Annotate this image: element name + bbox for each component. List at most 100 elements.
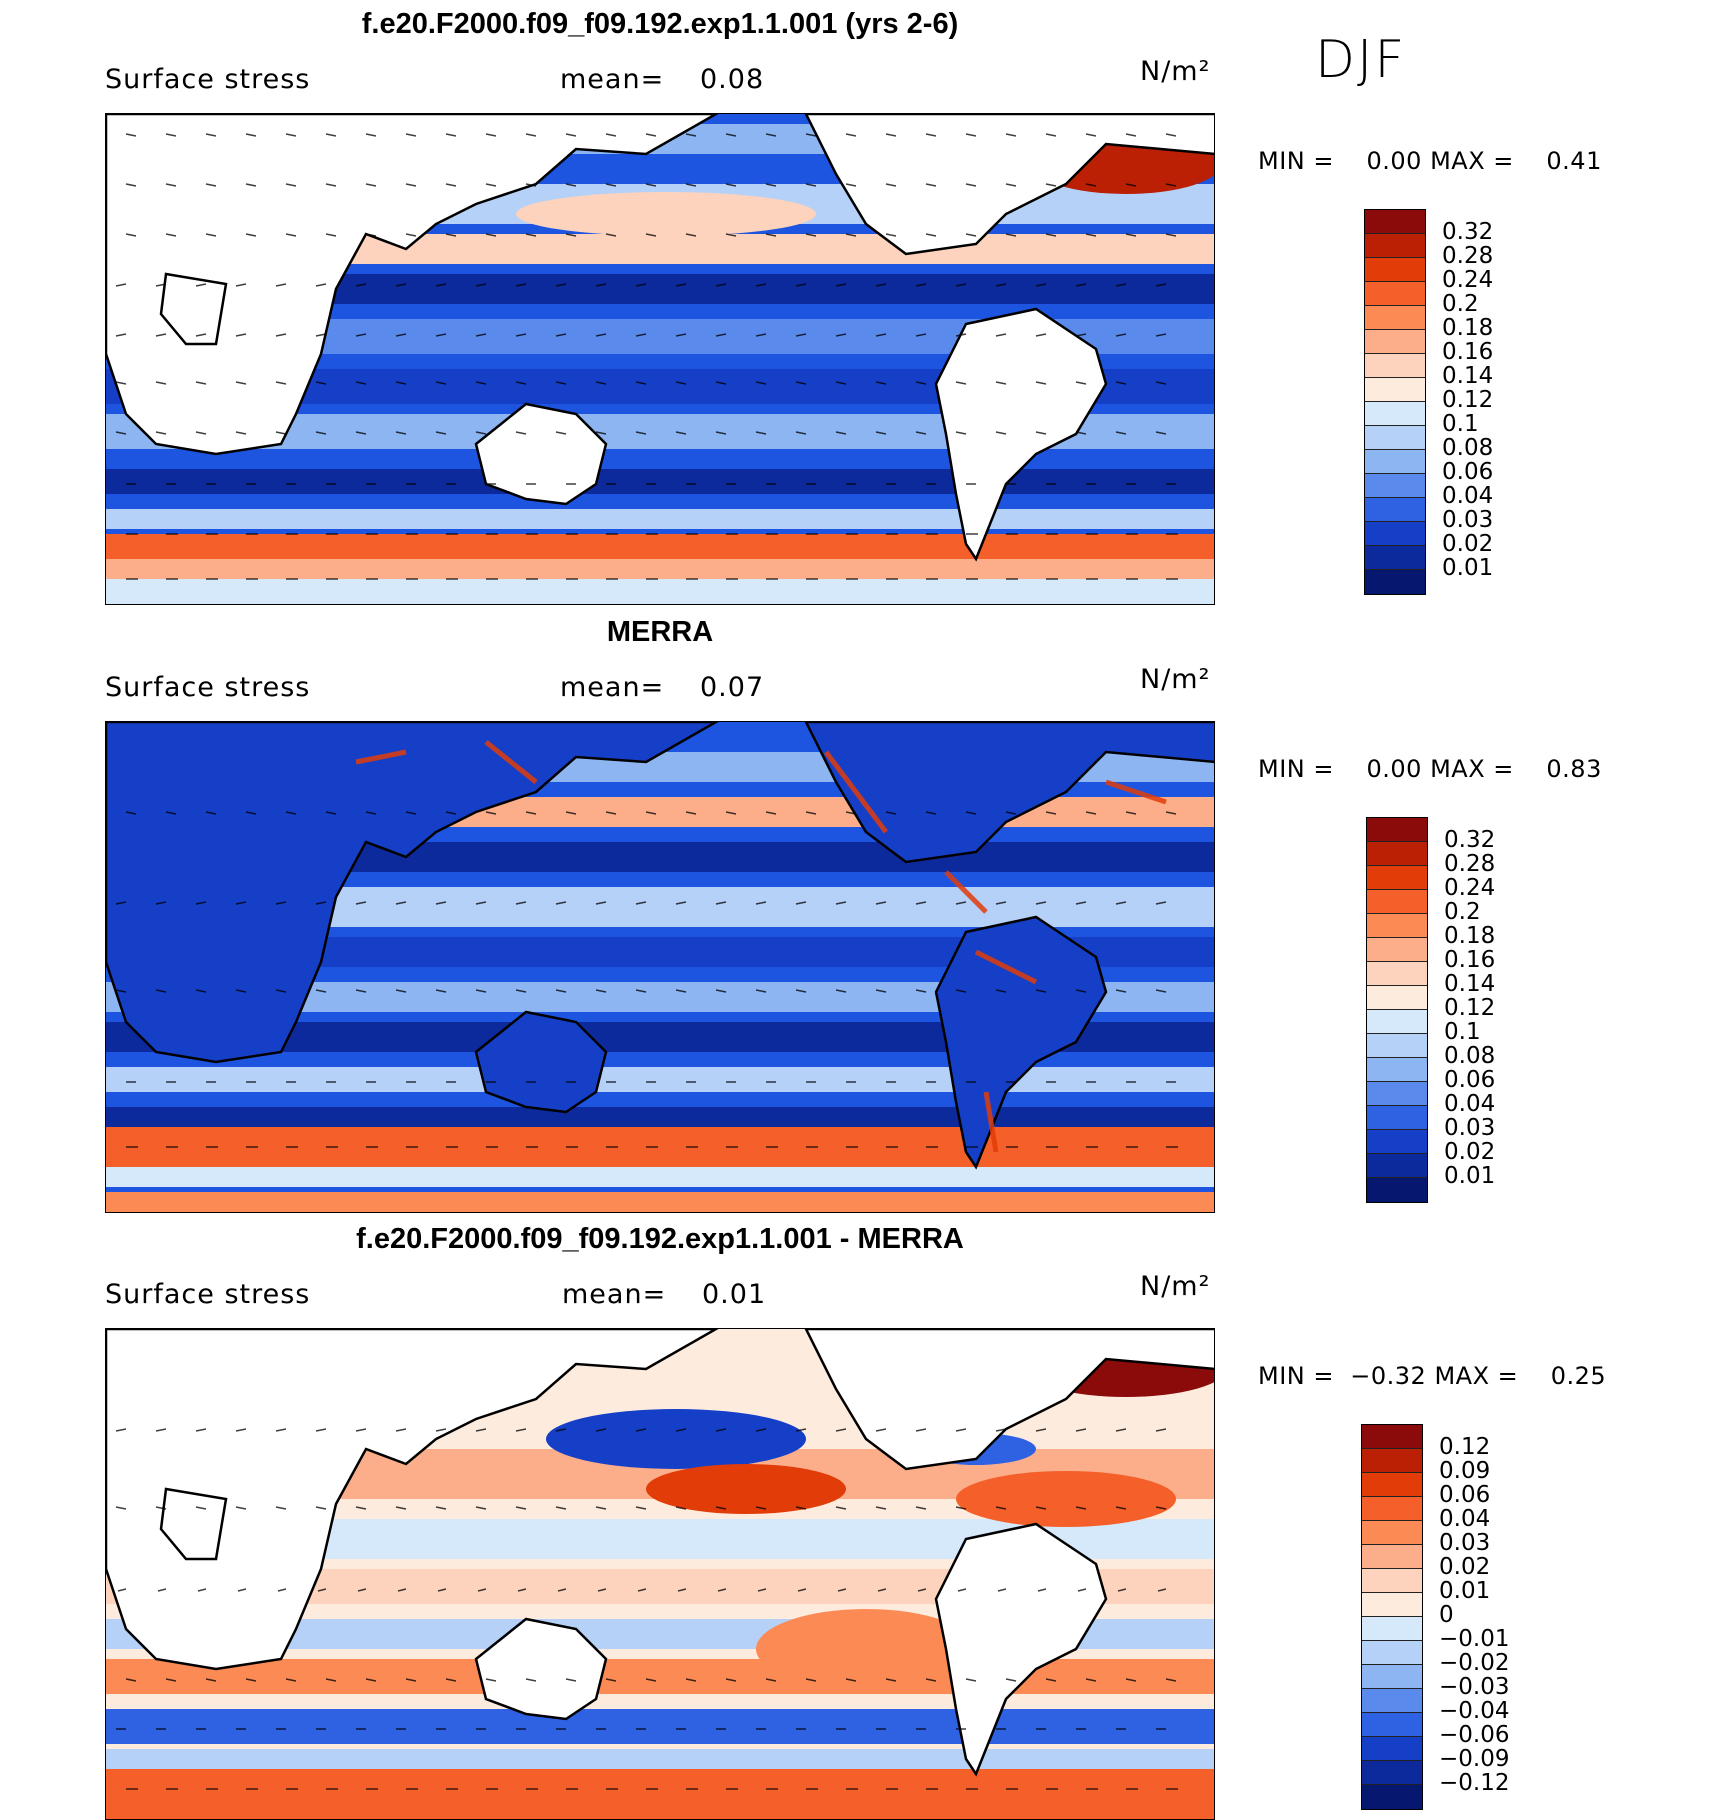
colorbar-swatch — [1365, 378, 1425, 402]
colorbar-swatch — [1367, 938, 1427, 962]
colorbar-swatch — [1367, 818, 1427, 842]
colorbar-swatch — [1365, 498, 1425, 522]
season-label: DJF — [1315, 30, 1407, 90]
colorbar-swatch — [1365, 258, 1425, 282]
map-model — [105, 113, 1215, 605]
colorbar-tick-label: 0.28 — [1442, 243, 1494, 269]
colorbar-swatch — [1367, 1154, 1427, 1178]
colorbar-swatch — [1367, 866, 1427, 890]
colorbar-tick-label: 0.32 — [1442, 219, 1494, 245]
colorbar-tick-label: 0.12 — [1439, 1434, 1491, 1460]
colorbar-swatch — [1367, 1034, 1427, 1058]
colorbar-swatch — [1367, 986, 1427, 1010]
colorbar-tick-label: 0.03 — [1442, 507, 1494, 533]
colorbar-model — [1364, 209, 1426, 595]
panel-title-diff: f.e20.F2000.f09_f09.192.exp1.1.001 - MER… — [356, 1223, 964, 1255]
mean-value-model: 0.08 — [700, 64, 765, 95]
colorbar-tick-label: 0.06 — [1444, 1067, 1496, 1093]
map-svg-diff — [106, 1329, 1214, 1819]
colorbar-tick-label: 0.14 — [1444, 971, 1496, 997]
colorbar-tick-label: 0.04 — [1442, 483, 1494, 509]
colorbar-swatch — [1367, 914, 1427, 938]
colorbar-tick-label: 0.12 — [1444, 995, 1496, 1021]
minmax-diff: MIN = −0.32 MAX = 0.25 — [1258, 1362, 1606, 1390]
colorbar-tick-label: −0.06 — [1439, 1722, 1510, 1748]
colorbar-swatch — [1362, 1761, 1422, 1785]
colorbar-tick-label: 0 — [1439, 1602, 1454, 1628]
colorbar-tick-label: 0.12 — [1442, 387, 1494, 413]
max-value-model: 0.41 — [1546, 147, 1602, 175]
colorbar-tick-label: 0.06 — [1439, 1482, 1491, 1508]
colorbar-tick-label: −0.01 — [1439, 1626, 1510, 1652]
map-obs — [105, 721, 1215, 1213]
panel-title-obs: MERRA — [606, 616, 714, 648]
colorbar-tick-label: −0.04 — [1439, 1698, 1510, 1724]
colorbar-tick-label: 0.03 — [1439, 1530, 1491, 1556]
colorbar-tick-label: 0.24 — [1444, 875, 1496, 901]
colorbar-tick-label: 0.28 — [1444, 851, 1496, 877]
colorbar-tick-label: 0.14 — [1442, 363, 1494, 389]
colorbar-obs — [1366, 817, 1428, 1203]
colorbar-swatch — [1362, 1713, 1422, 1737]
units-label-obs: N/m² — [1140, 664, 1211, 695]
max-label-obs: MAX = — [1430, 755, 1514, 783]
colorbar-tick-label: −0.12 — [1439, 1770, 1510, 1796]
colorbar-tick-label: 0.04 — [1439, 1506, 1491, 1532]
colorbar-swatch — [1362, 1425, 1422, 1449]
colorbar-tick-label: 0.01 — [1439, 1578, 1491, 1604]
colorbar-swatch — [1362, 1785, 1422, 1809]
colorbar-swatch — [1362, 1497, 1422, 1521]
map-diff — [105, 1328, 1215, 1820]
colorbar-swatch — [1365, 354, 1425, 378]
colorbar-swatch — [1362, 1689, 1422, 1713]
min-label-obs: MIN = — [1258, 755, 1334, 783]
variable-label-model: Surface stress — [105, 64, 311, 95]
colorbar-swatch — [1365, 234, 1425, 258]
colorbar-swatch — [1362, 1641, 1422, 1665]
colorbar-swatch — [1367, 1058, 1427, 1082]
colorbar-swatch — [1362, 1569, 1422, 1593]
colorbar-swatch — [1367, 1082, 1427, 1106]
colorbar-swatch — [1362, 1449, 1422, 1473]
variable-label-obs: Surface stress — [105, 672, 311, 703]
colorbar-tick-label: 0.04 — [1444, 1091, 1496, 1117]
colorbar-tick-label: 0.01 — [1442, 555, 1494, 581]
panel-title-model: f.e20.F2000.f09_f09.192.exp1.1.001 (yrs … — [361, 8, 959, 40]
colorbar-diff — [1361, 1424, 1423, 1810]
colorbar-swatch — [1367, 962, 1427, 986]
colorbar-swatch — [1367, 842, 1427, 866]
colorbar-tick-label: 0.08 — [1444, 1043, 1496, 1069]
mean-label-diff: mean= — [562, 1279, 667, 1310]
mean-value-diff: 0.01 — [702, 1279, 767, 1310]
colorbar-tick-label: 0.2 — [1442, 291, 1479, 317]
max-value-diff: 0.25 — [1550, 1362, 1607, 1390]
colorbar-tick-label: 0.16 — [1442, 339, 1494, 365]
colorbar-swatch — [1362, 1665, 1422, 1689]
colorbar-tick-label: −0.09 — [1439, 1746, 1510, 1772]
colorbar-swatch — [1365, 402, 1425, 426]
colorbar-tick-label: 0.08 — [1442, 435, 1494, 461]
colorbar-swatch — [1362, 1521, 1422, 1545]
colorbar-tick-label: 0.16 — [1444, 947, 1496, 973]
colorbar-tick-label: 0.24 — [1442, 267, 1494, 293]
max-value-obs: 0.83 — [1546, 755, 1602, 783]
colorbar-swatch — [1362, 1473, 1422, 1497]
min-label-diff: MIN = — [1258, 1362, 1334, 1390]
map-svg-model — [106, 114, 1214, 604]
colorbar-tick-label: 0.02 — [1444, 1139, 1496, 1165]
colorbar-swatch — [1367, 1106, 1427, 1130]
colorbar-swatch — [1362, 1545, 1422, 1569]
colorbar-tick-label: 0.01 — [1444, 1163, 1496, 1189]
colorbar-swatch — [1365, 306, 1425, 330]
variable-label-diff: Surface stress — [105, 1279, 311, 1310]
colorbar-tick-label: 0.02 — [1442, 531, 1494, 557]
colorbar-swatch — [1365, 570, 1425, 594]
colorbar-swatch — [1365, 330, 1425, 354]
colorbar-tick-label: 0.09 — [1439, 1458, 1491, 1484]
colorbar-tick-label: 0.18 — [1444, 923, 1496, 949]
colorbar-swatch — [1365, 210, 1425, 234]
colorbar-tick-label: 0.1 — [1444, 1019, 1481, 1045]
colorbar-swatch — [1367, 1010, 1427, 1034]
colorbar-tick-label: 0.02 — [1439, 1554, 1491, 1580]
colorbar-tick-label: 0.18 — [1442, 315, 1494, 341]
